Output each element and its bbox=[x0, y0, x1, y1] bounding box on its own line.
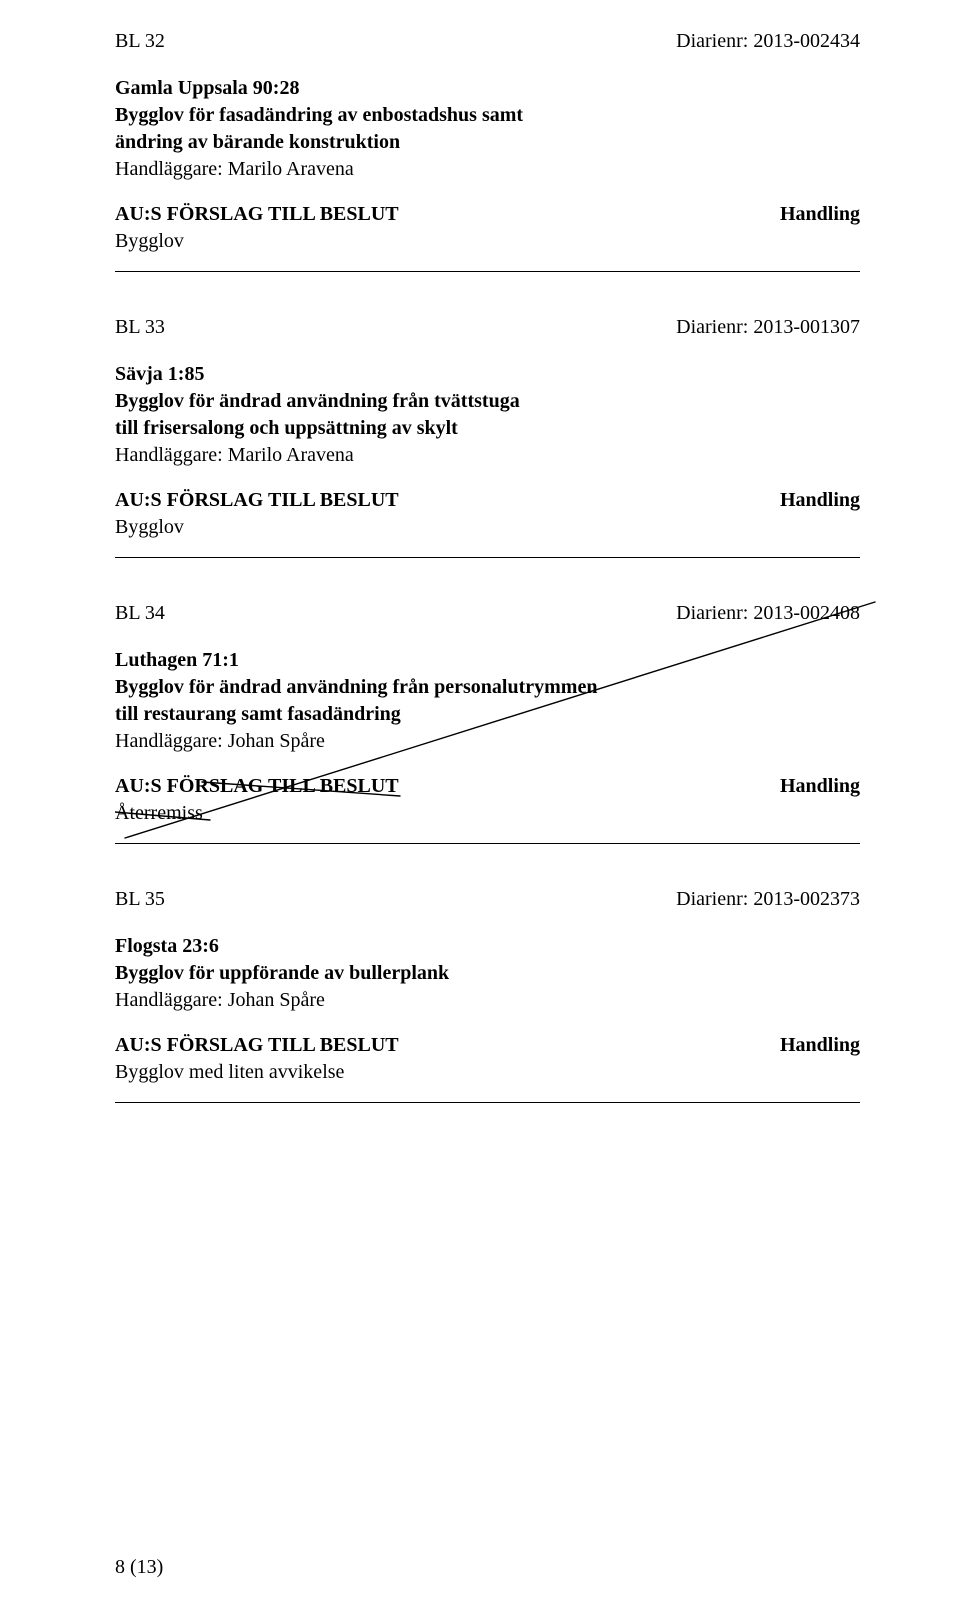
handler-line: Handläggare: Johan Spåre bbox=[115, 987, 860, 1014]
separator-rule bbox=[115, 271, 860, 272]
description-line: Bygglov för ändrad användning från tvätt… bbox=[115, 388, 860, 415]
diarie-number: Diarienr: 2013-002408 bbox=[676, 600, 860, 627]
handling-label: Handling bbox=[780, 773, 860, 800]
proposal-row: AU:S FÖRSLAG TILL BESLUT Handling bbox=[115, 1032, 860, 1059]
separator-rule bbox=[115, 557, 860, 558]
bl-number: BL 35 bbox=[115, 886, 165, 913]
description-line: Bygglov för uppförande av bullerplank bbox=[115, 960, 860, 987]
page-footer: 8 (13) bbox=[115, 1554, 163, 1581]
handler-line: Handläggare: Johan Spåre bbox=[115, 728, 860, 755]
proposal-row: AU:S FÖRSLAG TILL BESLUT Handling bbox=[115, 201, 860, 228]
proposal-label: AU:S FÖRSLAG TILL BESLUT bbox=[115, 1032, 399, 1059]
entry-header: BL 35 Diarienr: 2013-002373 bbox=[115, 886, 860, 913]
decision: Bygglov bbox=[115, 228, 860, 255]
proposal-row: AU:S FÖRSLAG TILL BESLUT Handling bbox=[115, 487, 860, 514]
proposal-row: AU:S FÖRSLAG TILL BESLUT Handling bbox=[115, 773, 860, 800]
entry-header: BL 32 Diarienr: 2013-002434 bbox=[115, 28, 860, 55]
separator-rule bbox=[115, 843, 860, 844]
decision: Bygglov med liten avvikelse bbox=[115, 1059, 860, 1086]
entry-header: BL 33 Diarienr: 2013-001307 bbox=[115, 314, 860, 341]
description-line: ändring av bärande konstruktion bbox=[115, 129, 860, 156]
proposal-label: AU:S FÖRSLAG TILL BESLUT bbox=[115, 201, 399, 228]
proposal-label: AU:S FÖRSLAG TILL BESLUT bbox=[115, 773, 399, 800]
entry-header: BL 34 Diarienr: 2013-002408 bbox=[115, 600, 860, 627]
decision: Bygglov bbox=[115, 514, 860, 541]
agenda-entry: BL 32 Diarienr: 2013-002434 Gamla Uppsal… bbox=[115, 28, 860, 272]
diarie-number: Diarienr: 2013-002434 bbox=[676, 28, 860, 55]
property-title: Luthagen 71:1 bbox=[115, 647, 860, 674]
handling-label: Handling bbox=[780, 1032, 860, 1059]
handler-line: Handläggare: Marilo Aravena bbox=[115, 156, 860, 183]
decision: Återremiss bbox=[115, 800, 860, 827]
handler-line: Handläggare: Marilo Aravena bbox=[115, 442, 860, 469]
agenda-entry: BL 33 Diarienr: 2013-001307 Sävja 1:85 B… bbox=[115, 314, 860, 558]
separator-rule bbox=[115, 1102, 860, 1103]
diarie-number: Diarienr: 2013-001307 bbox=[676, 314, 860, 341]
agenda-entry: BL 35 Diarienr: 2013-002373 Flogsta 23:6… bbox=[115, 886, 860, 1103]
diarie-number: Diarienr: 2013-002373 bbox=[676, 886, 860, 913]
agenda-entry: BL 34 Diarienr: 2013-002408 Luthagen 71:… bbox=[115, 600, 860, 844]
description-line: Bygglov för fasadändring av enbostadshus… bbox=[115, 102, 860, 129]
handling-label: Handling bbox=[780, 487, 860, 514]
bl-number: BL 34 bbox=[115, 600, 165, 627]
property-title: Flogsta 23:6 bbox=[115, 933, 860, 960]
bl-number: BL 33 bbox=[115, 314, 165, 341]
property-title: Sävja 1:85 bbox=[115, 361, 860, 388]
description-line: Bygglov för ändrad användning från perso… bbox=[115, 674, 860, 701]
property-title: Gamla Uppsala 90:28 bbox=[115, 75, 860, 102]
proposal-label: AU:S FÖRSLAG TILL BESLUT bbox=[115, 487, 399, 514]
handling-label: Handling bbox=[780, 201, 860, 228]
description-line: till restaurang samt fasadändring bbox=[115, 701, 860, 728]
description-line: till frisersalong och uppsättning av sky… bbox=[115, 415, 860, 442]
bl-number: BL 32 bbox=[115, 28, 165, 55]
